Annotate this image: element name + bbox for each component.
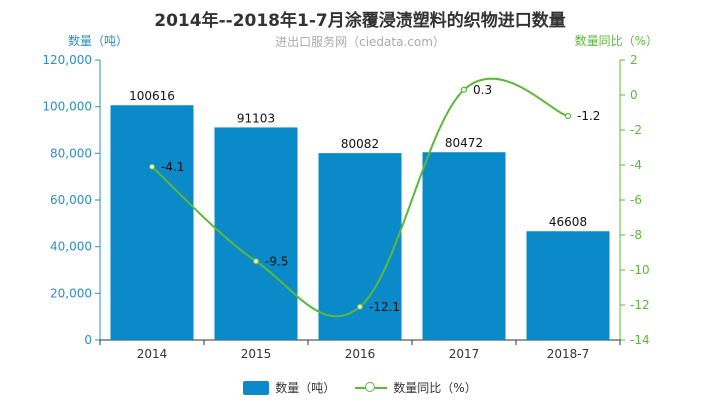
x-tick-label: 2015	[241, 347, 272, 361]
bar	[110, 105, 194, 340]
legend-line-swatch	[355, 381, 388, 395]
right-tick-label: -8	[630, 228, 642, 242]
line-value-label: 0.3	[473, 83, 492, 97]
line-point	[356, 303, 364, 310]
x-tick-label: 2018-7	[547, 347, 590, 361]
right-tick-label: -10	[630, 263, 650, 277]
bar-value-label: 80472	[445, 136, 483, 150]
legend-item-bar[interactable]: 数量（吨）	[243, 379, 335, 396]
line-point	[564, 112, 572, 120]
legend-line-label: 数量同比（%）	[393, 381, 477, 395]
bar-value-label: 91103	[237, 111, 275, 125]
right-tick-label: -14	[630, 333, 650, 347]
right-tick-label: 0	[630, 88, 638, 102]
right-axis-title: 数量同比（%）	[574, 34, 658, 48]
line-value-label: -9.5	[265, 254, 288, 268]
right-tick-label: -2	[630, 123, 642, 137]
left-tick-label: 60,000	[50, 193, 92, 207]
bar	[214, 127, 298, 340]
left-axis-title: 数量（吨）	[68, 34, 129, 48]
line-point	[252, 258, 260, 265]
legend-item-line[interactable]: 数量同比（%）	[355, 379, 477, 396]
bar-value-label: 100616	[129, 89, 175, 103]
right-tick-label: -12	[630, 298, 650, 312]
line-value-label: -4.1	[161, 160, 184, 174]
right-tick-label: 2	[630, 53, 638, 67]
left-tick-label: 0	[84, 333, 92, 347]
x-tick-label: 2017	[449, 347, 480, 361]
chart-legend: 数量（吨） 数量同比（%）	[0, 379, 720, 396]
line-value-label: -1.2	[577, 109, 600, 123]
right-tick-label: -6	[630, 193, 642, 207]
left-tick-label: 40,000	[50, 240, 92, 254]
chart-subtitle: 进出口服务网（ciedata.com）	[275, 35, 445, 49]
right-tick-label: -4	[630, 158, 642, 172]
left-tick-label: 20,000	[50, 286, 92, 300]
left-tick-label: 120,000	[42, 53, 92, 67]
legend-bar-label: 数量（吨）	[275, 381, 336, 395]
line-point	[460, 86, 468, 93]
legend-bar-swatch	[243, 380, 270, 395]
bar	[422, 152, 506, 340]
yoy-line	[151, 77, 569, 318]
line-point	[148, 163, 156, 170]
bar-value-label: 80082	[341, 137, 379, 151]
left-tick-label: 100,000	[42, 100, 92, 114]
line-value-label: -12.1	[369, 300, 400, 314]
chart-title: 2014年--2018年1-7月涂覆浸渍塑料的织物进口数量	[154, 11, 566, 31]
bar-value-label: 46608	[549, 215, 587, 229]
x-tick-label: 2016	[345, 347, 376, 361]
left-tick-label: 80,000	[50, 146, 92, 160]
bar	[526, 231, 610, 340]
x-tick-label: 2014	[137, 347, 168, 361]
